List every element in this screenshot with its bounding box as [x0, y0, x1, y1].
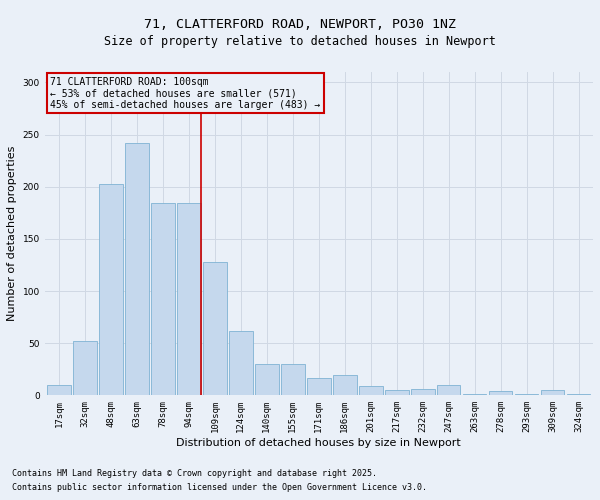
Bar	[541, 390, 565, 396]
Y-axis label: Number of detached properties: Number of detached properties	[7, 146, 17, 322]
Bar	[151, 204, 175, 396]
Text: Contains public sector information licensed under the Open Government Licence v3: Contains public sector information licen…	[12, 484, 427, 492]
Bar	[229, 330, 253, 396]
Bar	[515, 394, 538, 396]
Bar	[463, 394, 487, 396]
Bar	[99, 184, 122, 396]
Bar	[567, 394, 590, 396]
Bar	[73, 341, 97, 396]
Text: Contains HM Land Registry data © Crown copyright and database right 2025.: Contains HM Land Registry data © Crown c…	[12, 468, 377, 477]
Text: 71, CLATTERFORD ROAD, NEWPORT, PO30 1NZ: 71, CLATTERFORD ROAD, NEWPORT, PO30 1NZ	[144, 18, 456, 30]
Bar	[489, 391, 512, 396]
Bar	[411, 389, 434, 396]
Bar	[437, 385, 460, 396]
Bar	[333, 374, 356, 396]
Text: Size of property relative to detached houses in Newport: Size of property relative to detached ho…	[104, 35, 496, 48]
Bar	[307, 378, 331, 396]
Bar	[385, 390, 409, 396]
Text: 71 CLATTERFORD ROAD: 100sqm
← 53% of detached houses are smaller (571)
45% of se: 71 CLATTERFORD ROAD: 100sqm ← 53% of det…	[50, 77, 320, 110]
Bar	[255, 364, 278, 396]
Bar	[177, 204, 200, 396]
Bar	[203, 262, 227, 396]
Bar	[125, 143, 149, 396]
X-axis label: Distribution of detached houses by size in Newport: Distribution of detached houses by size …	[176, 438, 461, 448]
Bar	[281, 364, 305, 396]
Bar	[47, 385, 71, 396]
Bar	[359, 386, 383, 396]
